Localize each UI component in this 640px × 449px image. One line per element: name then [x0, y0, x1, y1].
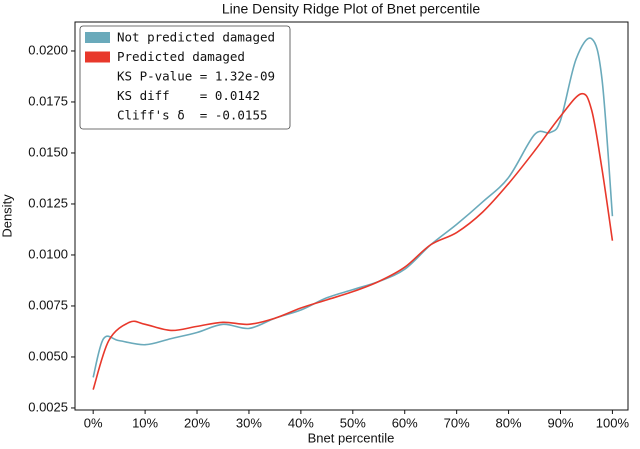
y-tick-label: 0.0025 — [28, 399, 68, 414]
legend-label: Not predicted damaged — [117, 30, 275, 45]
x-tick-label: 90% — [547, 415, 573, 430]
x-tick-label: 60% — [392, 415, 418, 430]
x-tick-label: 20% — [184, 415, 210, 430]
legend-note: Cliff's δ = -0.0155 — [117, 108, 268, 123]
y-tick-label: 0.0175 — [28, 93, 68, 108]
legend-note: KS diff = 0.0142 — [117, 88, 260, 103]
x-tick-label: 80% — [496, 415, 522, 430]
x-tick-label: 30% — [236, 415, 262, 430]
x-tick-label: 50% — [340, 415, 366, 430]
y-tick-label: 0.0100 — [28, 246, 68, 261]
y-tick-label: 0.0150 — [28, 144, 68, 159]
y-tick-label: 0.0075 — [28, 297, 68, 312]
x-tick-label: 10% — [132, 415, 158, 430]
y-tick-label: 0.0125 — [28, 195, 68, 210]
y-tick-label: 0.0200 — [28, 42, 68, 57]
legend-swatch — [85, 51, 110, 63]
y-tick-label: 0.0050 — [28, 348, 68, 363]
x-tick-label: 100% — [596, 415, 630, 430]
legend: Not predicted damaged Predicted damaged KS… — [79, 25, 291, 130]
plot-frame — [74, 21, 629, 411]
x-tick-label: 0% — [84, 415, 103, 430]
density-line — [92, 92, 614, 390]
x-axis-label: Bnet percentile — [308, 430, 395, 445]
y-axis-label: Density — [0, 194, 14, 238]
legend-swatch — [85, 32, 110, 43]
chart-title: Line Density Ridge Plot of Bnet percenti… — [222, 1, 481, 17]
legend-note: KS P-value = 1.32e-09 — [117, 69, 275, 84]
x-tick-label: 70% — [444, 415, 470, 430]
legend-box — [79, 25, 291, 130]
x-tick-label: 40% — [288, 415, 314, 430]
legend-label: Predicted damaged — [117, 49, 245, 64]
